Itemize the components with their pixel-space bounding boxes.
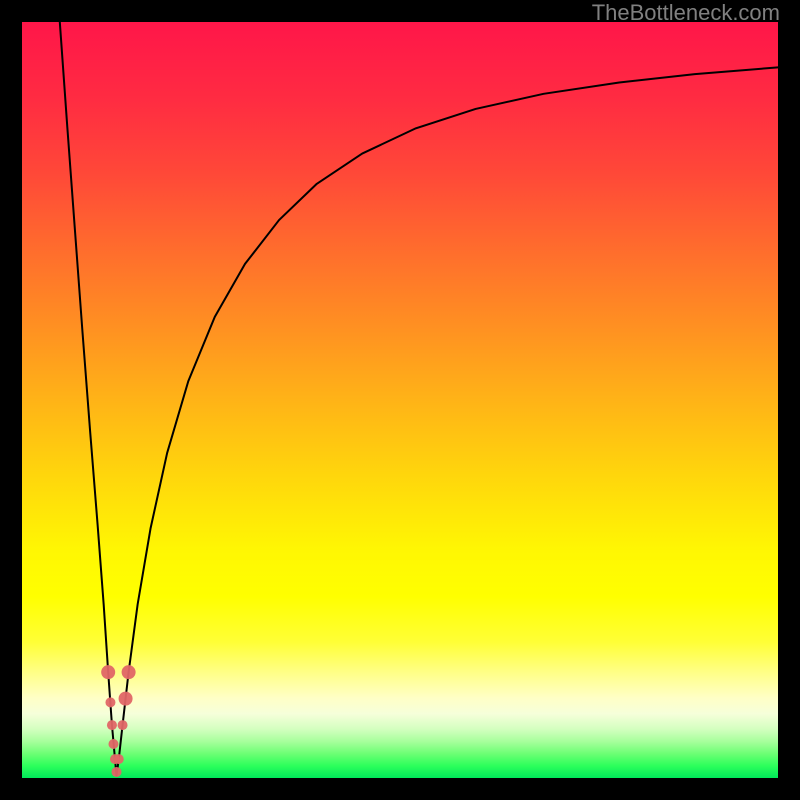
data-marker — [119, 692, 133, 706]
data-marker — [122, 665, 136, 679]
data-marker — [107, 720, 117, 730]
chart-svg — [22, 22, 778, 778]
data-marker — [112, 767, 122, 777]
watermark-text: TheBottleneck.com — [592, 0, 780, 26]
data-marker — [108, 739, 118, 749]
data-marker — [105, 697, 115, 707]
chart-plot-area — [22, 22, 778, 778]
data-marker — [114, 754, 124, 764]
data-marker — [118, 720, 128, 730]
data-marker — [101, 665, 115, 679]
